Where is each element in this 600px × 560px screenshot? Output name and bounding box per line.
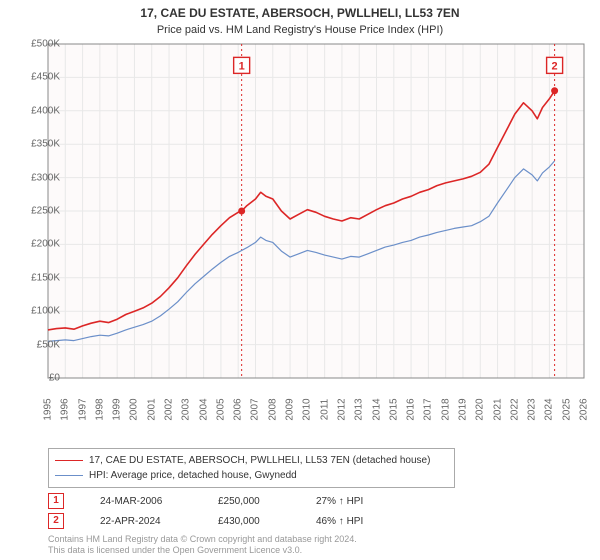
x-tick-label: 2010 bbox=[302, 398, 313, 420]
x-tick-label: 2012 bbox=[336, 398, 347, 420]
chart-container: 17, CAE DU ESTATE, ABERSOCH, PWLLHELI, L… bbox=[0, 0, 600, 560]
x-tick-label: 2019 bbox=[457, 398, 468, 420]
legend-row-series-2: HPI: Average price, detached house, Gwyn… bbox=[55, 468, 448, 483]
x-tick-label: 2018 bbox=[440, 398, 451, 420]
annotation-date-1: 24-MAR-2006 bbox=[82, 496, 200, 507]
x-tick-label: 1996 bbox=[60, 398, 71, 420]
x-tick-label: 2026 bbox=[579, 398, 590, 420]
y-tick-label: £0 bbox=[14, 373, 60, 384]
x-tick-label: 2011 bbox=[319, 399, 330, 421]
annotation-price-1: £250,000 bbox=[218, 496, 298, 507]
x-tick-label: 2002 bbox=[164, 398, 175, 420]
footer-attribution: Contains HM Land Registry data © Crown c… bbox=[48, 534, 357, 556]
legend-label-1: 17, CAE DU ESTATE, ABERSOCH, PWLLHELI, L… bbox=[89, 455, 430, 466]
annotation-pct-2: 46% ↑ HPI bbox=[316, 516, 396, 527]
footer-line-2: This data is licensed under the Open Gov… bbox=[48, 545, 357, 556]
x-tick-label: 2000 bbox=[129, 398, 140, 420]
legend-swatch-1 bbox=[55, 460, 83, 461]
annotation-pct-1: 27% ↑ HPI bbox=[316, 496, 396, 507]
x-tick-label: 1997 bbox=[77, 398, 88, 420]
x-tick-label: 2016 bbox=[406, 398, 417, 420]
x-tick-label: 2022 bbox=[509, 398, 520, 420]
y-tick-label: £400K bbox=[14, 105, 60, 116]
y-tick-label: £100K bbox=[14, 306, 60, 317]
chart-title: 17, CAE DU ESTATE, ABERSOCH, PWLLHELI, L… bbox=[0, 0, 600, 22]
x-tick-label: 2023 bbox=[527, 398, 538, 420]
x-tick-label: 2020 bbox=[475, 398, 486, 420]
chart-subtitle: Price paid vs. HM Land Registry's House … bbox=[0, 22, 600, 36]
annotation-date-2: 22-APR-2024 bbox=[82, 516, 200, 527]
legend-row-series-1: 17, CAE DU ESTATE, ABERSOCH, PWLLHELI, L… bbox=[55, 453, 448, 468]
chart-plot-area: 12 bbox=[48, 44, 584, 414]
x-tick-label: 2009 bbox=[285, 398, 296, 420]
x-tick-label: 2005 bbox=[215, 398, 226, 420]
y-tick-label: £350K bbox=[14, 139, 60, 150]
x-tick-label: 2008 bbox=[267, 398, 278, 420]
x-tick-label: 2013 bbox=[354, 398, 365, 420]
y-tick-label: £50K bbox=[14, 339, 60, 350]
annotation-marker-1: 1 bbox=[48, 493, 64, 509]
y-tick-label: £150K bbox=[14, 272, 60, 283]
x-tick-label: 2006 bbox=[233, 398, 244, 420]
x-tick-label: 1999 bbox=[112, 398, 123, 420]
annotation-row-2: 2 22-APR-2024 £430,000 46% ↑ HPI bbox=[48, 513, 396, 529]
annotation-row-1: 1 24-MAR-2006 £250,000 27% ↑ HPI bbox=[48, 493, 396, 509]
svg-text:1: 1 bbox=[239, 60, 245, 72]
x-tick-label: 2007 bbox=[250, 398, 261, 420]
annotation-price-2: £430,000 bbox=[218, 516, 298, 527]
x-tick-label: 2025 bbox=[561, 398, 572, 420]
y-tick-label: £300K bbox=[14, 172, 60, 183]
x-tick-label: 1998 bbox=[94, 398, 105, 420]
chart-svg: 12 bbox=[48, 44, 584, 414]
footer-line-1: Contains HM Land Registry data © Crown c… bbox=[48, 534, 357, 545]
x-tick-label: 2015 bbox=[388, 398, 399, 420]
x-tick-label: 2017 bbox=[423, 398, 434, 420]
x-tick-label: 2021 bbox=[492, 398, 503, 420]
y-tick-label: £200K bbox=[14, 239, 60, 250]
x-tick-label: 1995 bbox=[43, 398, 54, 420]
y-tick-label: £450K bbox=[14, 72, 60, 83]
y-tick-label: £500K bbox=[14, 39, 60, 50]
x-tick-label: 2014 bbox=[371, 398, 382, 420]
x-tick-label: 2004 bbox=[198, 398, 209, 420]
x-tick-label: 2001 bbox=[146, 398, 157, 420]
legend-swatch-2 bbox=[55, 475, 83, 476]
y-tick-label: £250K bbox=[14, 206, 60, 217]
annotation-marker-2: 2 bbox=[48, 513, 64, 529]
x-tick-label: 2024 bbox=[544, 398, 555, 420]
svg-text:2: 2 bbox=[552, 60, 558, 72]
legend-label-2: HPI: Average price, detached house, Gwyn… bbox=[89, 470, 297, 481]
legend-box: 17, CAE DU ESTATE, ABERSOCH, PWLLHELI, L… bbox=[48, 448, 455, 488]
x-tick-label: 2003 bbox=[181, 398, 192, 420]
